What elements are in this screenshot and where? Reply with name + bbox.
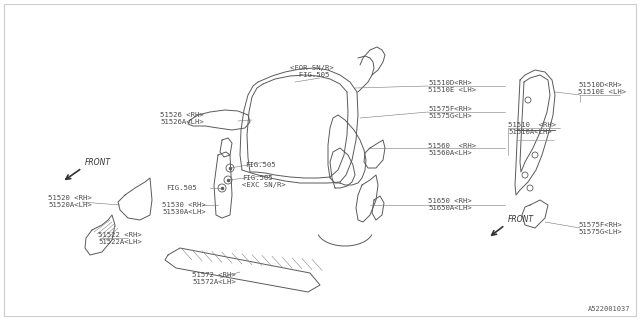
Text: 51526 <RH>
51526A<LH>: 51526 <RH> 51526A<LH> — [160, 112, 204, 125]
Text: 51510D<RH>
51510E <LH>: 51510D<RH> 51510E <LH> — [428, 80, 476, 93]
Text: 51530 <RH>
51530A<LH>: 51530 <RH> 51530A<LH> — [162, 202, 205, 215]
Text: FIG.505: FIG.505 — [166, 185, 196, 191]
Text: 51560  <RH>
51560A<LH>: 51560 <RH> 51560A<LH> — [428, 143, 476, 156]
Text: 51575F<RH>
51575G<LH>: 51575F<RH> 51575G<LH> — [578, 222, 621, 235]
Text: <FOR SN/R>
  FIG.505: <FOR SN/R> FIG.505 — [290, 65, 333, 78]
Text: 51510D<RH>
51510E <LH>: 51510D<RH> 51510E <LH> — [578, 82, 626, 95]
Text: 51510  <RH>
51510A<LH>: 51510 <RH> 51510A<LH> — [508, 122, 556, 135]
Text: 51575F<RH>
51575G<LH>: 51575F<RH> 51575G<LH> — [428, 106, 472, 119]
Text: FRONT: FRONT — [85, 158, 111, 167]
Text: FRONT: FRONT — [508, 215, 534, 224]
Text: 51522 <RH>
51522A<LH>: 51522 <RH> 51522A<LH> — [98, 232, 141, 245]
Text: 51572 <RH>
51572A<LH>: 51572 <RH> 51572A<LH> — [192, 272, 236, 285]
Text: A522001037: A522001037 — [588, 306, 630, 312]
Text: FIG.505: FIG.505 — [245, 162, 276, 168]
Text: 51520 <RH>
51520A<LH>: 51520 <RH> 51520A<LH> — [48, 195, 92, 208]
Text: 51650 <RH>
51650A<LH>: 51650 <RH> 51650A<LH> — [428, 198, 472, 211]
Text: FIG.505
<EXC SN/R>: FIG.505 <EXC SN/R> — [242, 175, 285, 188]
